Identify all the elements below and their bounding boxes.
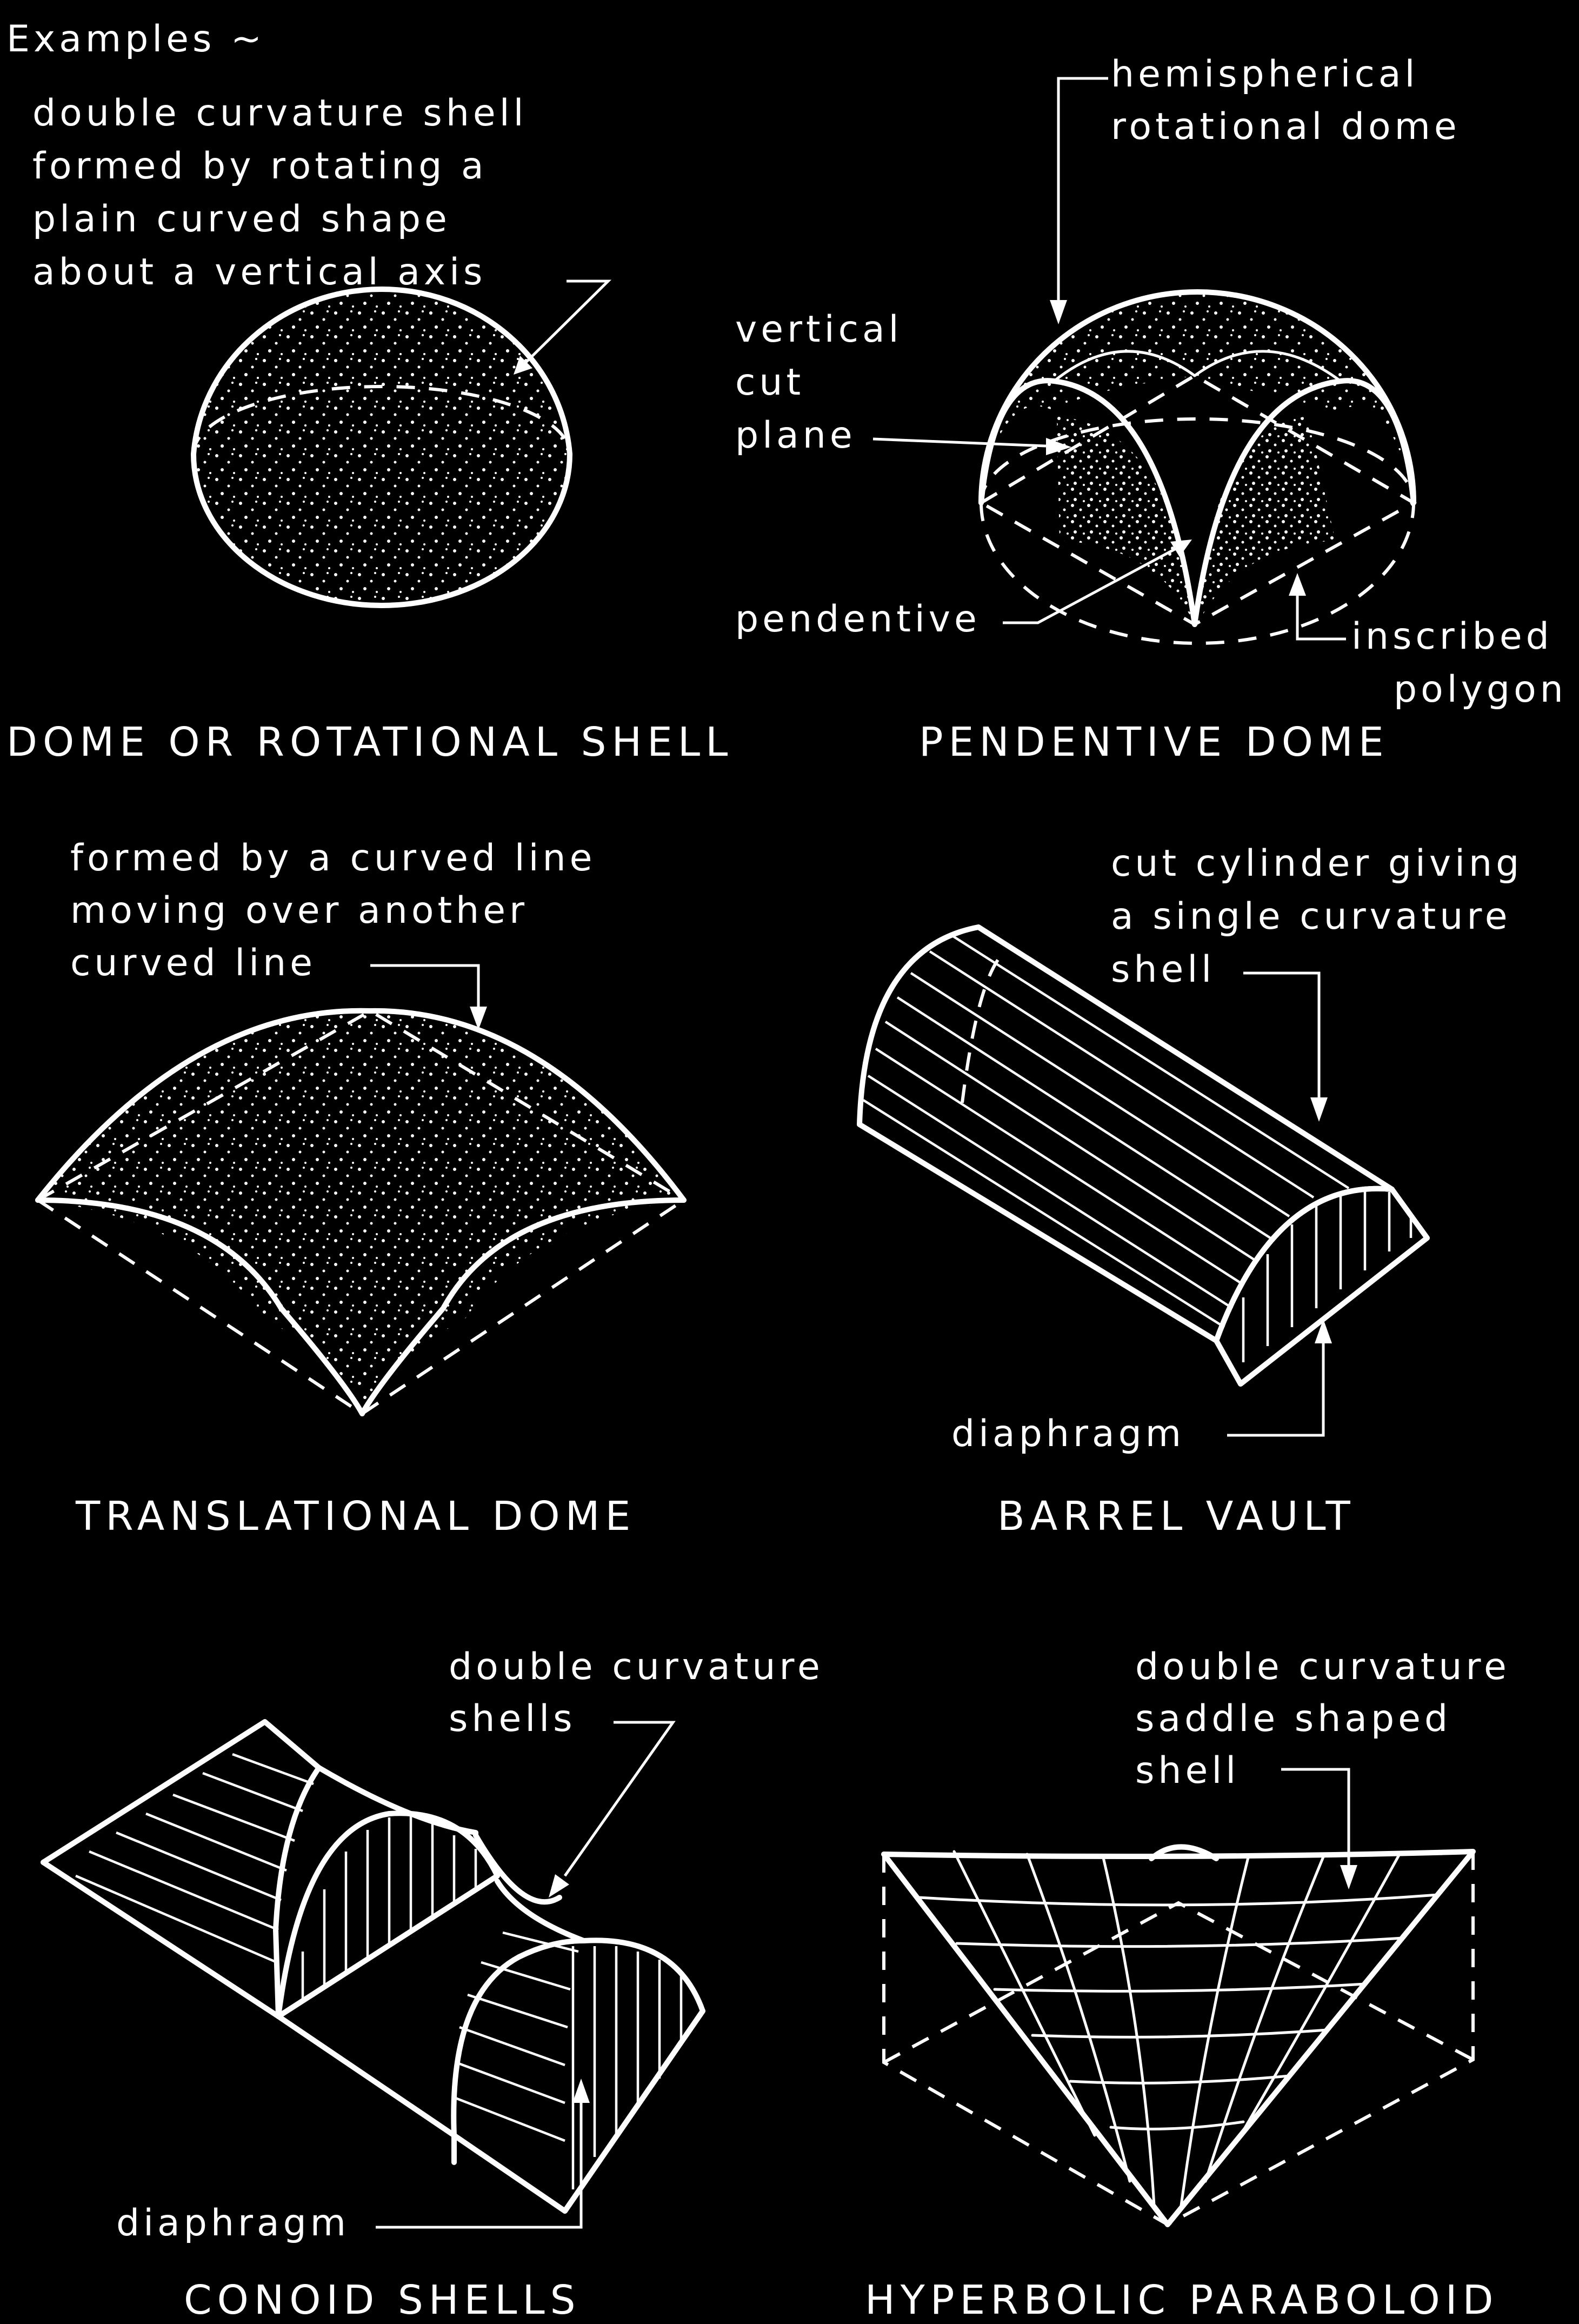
barrel-note-line-1: cut cylinder giving: [1111, 842, 1523, 885]
dome-note-line-3: plain curved shape: [32, 198, 451, 241]
pendentive-label-polygon-2: polygon: [1394, 668, 1567, 711]
pendentive-label-cut-3: plane: [735, 414, 856, 457]
pendentive-label-cut-1: vertical: [735, 308, 903, 351]
hypar-note-line-2: saddle shaped: [1135, 1697, 1451, 1740]
dome-note-line-4: about a vertical axis: [32, 251, 486, 294]
barrel-diaphragm-label: diaphragm: [951, 1413, 1185, 1455]
pendentive-title: PENDENTIVE DOME: [919, 719, 1389, 765]
pendentive-label-polygon-1: inscribed: [1351, 615, 1553, 658]
dome-drawing: [191, 286, 572, 608]
dome-panel: double curvature shell formed by rotatin…: [6, 92, 733, 765]
dome-note-line-2: formed by rotating a: [32, 145, 488, 188]
hypar-leader: [1281, 1768, 1350, 1865]
dome-note-line-1: double curvature shell: [32, 92, 528, 135]
translational-note-line-3: curved line: [70, 942, 316, 984]
hypar-title: HYPERBOLIC PARABOLOID: [865, 2277, 1499, 2323]
pendentive-top-leader: [1057, 77, 1108, 303]
barrel-drawing: [857, 924, 1430, 1387]
pendentive-drawing: [978, 289, 1417, 645]
conoid-panel: double curvature shells diaphragm: [41, 1646, 824, 2323]
hypar-panel: double curvature saddle shaped shell HYP…: [865, 1646, 1510, 2323]
dome-leader-line: [518, 279, 612, 370]
dome-title: DOME OR ROTATIONAL SHELL: [6, 719, 733, 765]
translational-title: TRANSLATIONAL DOME: [75, 1493, 636, 1540]
translational-note-line-1: formed by a curved line: [70, 837, 596, 880]
pendentive-cut-leader: [872, 437, 1047, 448]
conoid-note-line-2: shells: [449, 1697, 576, 1740]
barrel-title: BARREL VAULT: [997, 1493, 1356, 1540]
pendentive-polygon-leader: [1296, 595, 1346, 641]
conoid-note-line-1: double curvature: [449, 1646, 824, 1688]
hypar-note-line-1: double curvature: [1135, 1646, 1510, 1688]
translational-panel: formed by a curved line moving over anot…: [35, 837, 687, 1540]
pendentive-label-top-1: hemispherical: [1111, 53, 1418, 96]
conoid-diaphragm-label: diaphragm: [116, 2202, 350, 2245]
hypar-drawing: [881, 1844, 1476, 2227]
conoid-diaphragm-leader: [376, 2103, 583, 2229]
translational-note-line-2: moving over another: [70, 889, 528, 932]
conoid-drawing: [41, 1719, 705, 2214]
pendentive-label-top-2: rotational dome: [1111, 105, 1461, 148]
pendentive-panel: hemispherical rotational dome vertical c…: [735, 53, 1567, 765]
barrel-note-line-2: a single curvature: [1111, 895, 1511, 938]
heading: Examples ~: [6, 18, 265, 61]
pendentive-label-cut-2: cut: [735, 361, 804, 404]
barrel-note-line-3: shell: [1111, 948, 1215, 991]
translational-leader: [370, 964, 480, 1010]
barrel-panel: cut cylinder giving a single curvature s…: [857, 842, 1523, 1540]
pendentive-label-pendentive: pendentive: [735, 598, 981, 641]
translational-drawing: [35, 1008, 687, 1416]
hypar-note-line-3: shell: [1135, 1749, 1240, 1792]
conoid-leader: [563, 1721, 676, 1877]
barrel-leader: [1243, 971, 1321, 1097]
pendentive-pendentive-leader: [1003, 547, 1177, 624]
barrel-diaphragm-leader: [1227, 1341, 1325, 1437]
conoid-title: CONOID SHELLS: [184, 2277, 581, 2323]
